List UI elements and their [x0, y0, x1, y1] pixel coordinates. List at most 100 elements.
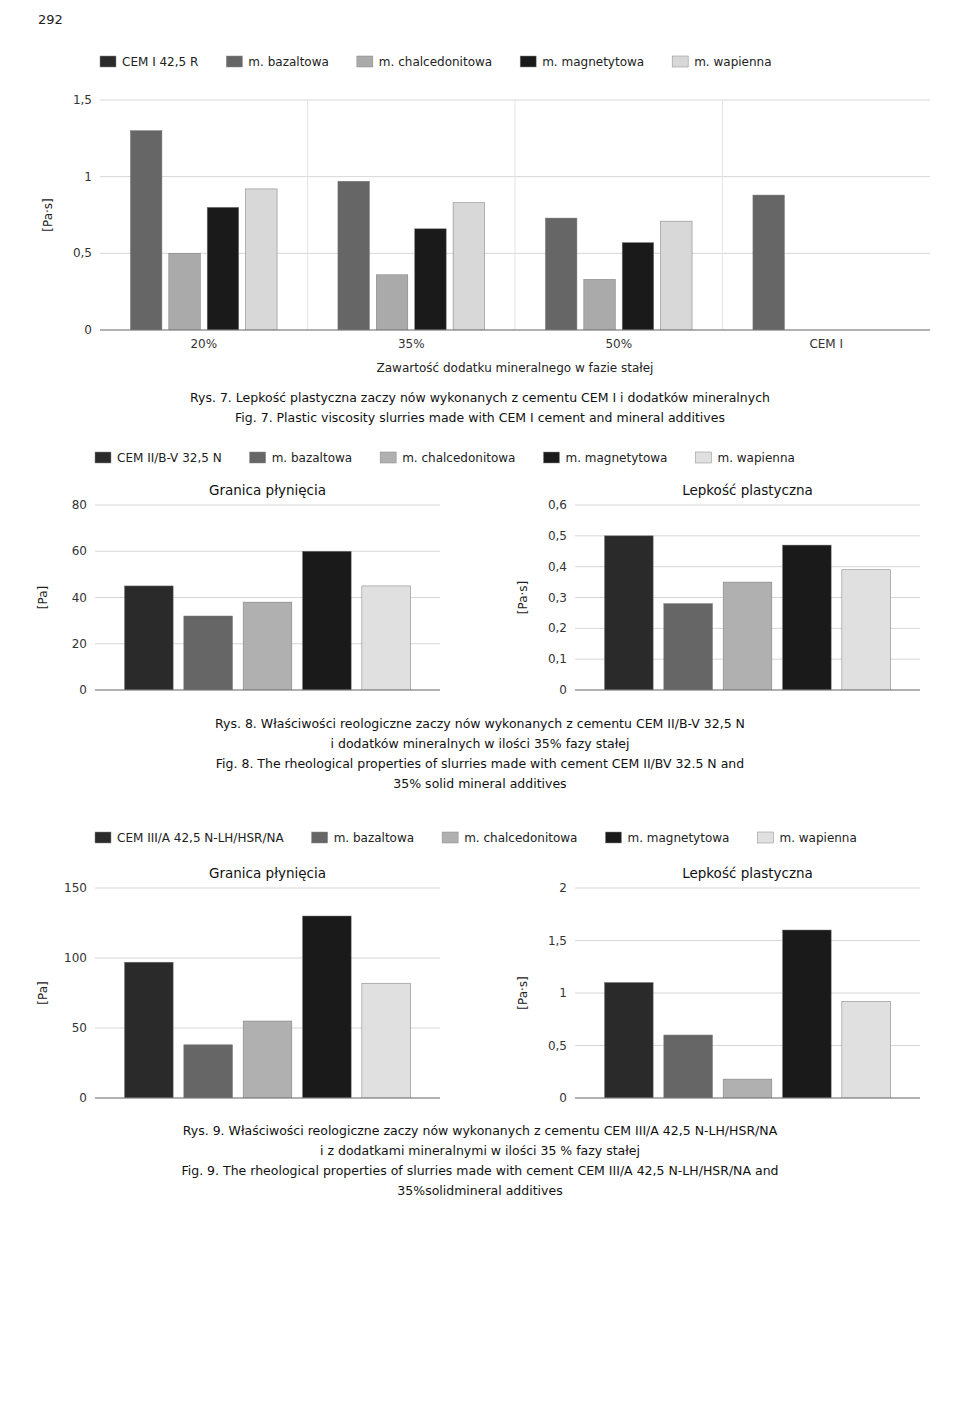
- chart: 020406080Granica płynięcia[Pa]: [36, 482, 440, 697]
- y-tick-label: 0,5: [548, 1039, 567, 1053]
- caption: Fig. 7. Plastic viscosity slurries made …: [235, 410, 725, 425]
- y-tick-label: 0,5: [548, 529, 567, 543]
- grid-line: [95, 551, 440, 552]
- grid-line: [95, 888, 440, 889]
- group-separator: [722, 100, 723, 330]
- bar: [130, 131, 161, 330]
- caption: Rys. 8. Właściwości reologiczne zaczy nó…: [215, 716, 745, 731]
- page-number: 292: [38, 12, 63, 27]
- y-tick-label: 0,2: [548, 621, 567, 635]
- y-tick-label: 0,1: [548, 652, 567, 666]
- y-tick-label: 100: [64, 951, 87, 965]
- grid-line: [575, 888, 920, 889]
- bars: [124, 916, 410, 1098]
- caption: i z dodatkami mineralnymi w ilości 35 % …: [320, 1143, 640, 1158]
- grid-line: [95, 1098, 440, 1099]
- bar: [664, 1035, 713, 1098]
- bar: [453, 203, 484, 330]
- y-tick-label: 50: [72, 1021, 87, 1035]
- bar: [545, 218, 576, 330]
- bar: [723, 1079, 772, 1098]
- legend-label: m. bazaltowa: [272, 451, 353, 465]
- y-tick-label: 20: [72, 637, 87, 651]
- bar: [723, 582, 772, 690]
- x-axis-line: [95, 1098, 440, 1099]
- y-tick-label: 0,4: [548, 560, 567, 574]
- y-tick-label: 0: [559, 683, 567, 697]
- grid-line: [575, 505, 920, 506]
- legend-label: CEM II/B-V 32,5 N: [117, 451, 222, 465]
- legend-item: CEM III/A 42,5 N-LH/HSR/NA: [95, 831, 284, 845]
- x-axis-label: Zawartość dodatku mineralnego w fazie st…: [377, 361, 654, 375]
- y-axis-label: [Pa·s]: [41, 198, 55, 231]
- legend-item: m. magnetytowa: [605, 831, 729, 845]
- caption: Rys. 7. Lepkość plastyczna zaczy nów wyk…: [190, 390, 770, 405]
- x-axis-line: [100, 330, 930, 331]
- legend-item: m. wapienna: [695, 451, 794, 465]
- chart: 00,511,520%35%50%CEM I[Pa·s]Zawartość do…: [41, 93, 930, 375]
- y-axis-label: [Pa·s]: [516, 976, 530, 1009]
- caption: i dodatków mineralnych w ilości 35% fazy…: [331, 736, 630, 751]
- chart-title: Lepkość plastyczna: [682, 482, 813, 498]
- bar: [783, 930, 832, 1098]
- bar: [362, 983, 411, 1098]
- legend-label: m. chalcedonitowa: [464, 831, 577, 845]
- bar: [622, 243, 653, 330]
- y-axis-label: [Pa]: [36, 586, 50, 609]
- chart: 00,10,20,30,40,50,6Lepkość plastyczna[Pa…: [516, 482, 920, 697]
- bar: [169, 253, 200, 330]
- bar: [243, 1021, 292, 1098]
- legend-swatch: [520, 56, 536, 67]
- legend-item: m. bazaltowa: [226, 55, 329, 69]
- bar: [664, 604, 713, 690]
- bars: [604, 930, 890, 1098]
- bar: [376, 275, 407, 330]
- bar: [184, 616, 233, 690]
- legend-item: m. chalcedonitowa: [380, 451, 515, 465]
- legend-item: CEM I 42,5 R: [100, 55, 198, 69]
- y-tick-label: 0,3: [548, 591, 567, 605]
- legend-swatch: [357, 56, 373, 67]
- legend-swatch: [250, 452, 266, 463]
- legend-label: m. bazaltowa: [334, 831, 415, 845]
- chart-title: Granica płynięcia: [209, 865, 326, 881]
- bars: [130, 131, 784, 330]
- x-tick-label: 35%: [398, 337, 425, 351]
- legend-label: m. wapienna: [779, 831, 856, 845]
- x-axis-line: [575, 690, 920, 691]
- legend-label: CEM I 42,5 R: [122, 55, 198, 69]
- y-tick-label: 0: [79, 683, 87, 697]
- bar: [753, 195, 784, 330]
- y-tick-label: 1: [559, 986, 567, 1000]
- legend-label: m. chalcedonitowa: [402, 451, 515, 465]
- x-axis-line: [575, 1098, 920, 1099]
- y-tick-label: 150: [64, 881, 87, 895]
- bars: [604, 536, 890, 690]
- bar: [584, 279, 615, 330]
- bar: [842, 570, 891, 690]
- legend-item: m. chalcedonitowa: [357, 55, 492, 69]
- y-tick-label: 0: [559, 1091, 567, 1105]
- y-tick-label: 1: [84, 170, 92, 184]
- caption: Rys. 9. Właściwości reologiczne zaczy nó…: [183, 1123, 778, 1138]
- group-separator: [515, 100, 516, 330]
- bar: [243, 602, 292, 690]
- legend-label: m. magnetytowa: [565, 451, 667, 465]
- chart: 00,511,52Lepkość plastyczna[Pa·s]: [516, 865, 920, 1105]
- legend-swatch: [226, 56, 242, 67]
- bar: [362, 586, 411, 690]
- y-tick-label: 60: [72, 544, 87, 558]
- legend-swatch: [380, 452, 396, 463]
- legend-item: m. bazaltowa: [250, 451, 353, 465]
- legend-swatch: [100, 56, 116, 67]
- caption: 35% solid mineral additives: [393, 776, 566, 791]
- caption: Fig. 9. The rheological properties of sl…: [181, 1163, 778, 1178]
- bar: [246, 189, 277, 330]
- legend-item: m. wapienna: [757, 831, 856, 845]
- legend-swatch: [695, 452, 711, 463]
- legend-swatch: [95, 452, 111, 463]
- legend-label: m. magnetytowa: [627, 831, 729, 845]
- bar: [207, 207, 238, 330]
- y-tick-label: 1,5: [548, 934, 567, 948]
- grid-line: [575, 1098, 920, 1099]
